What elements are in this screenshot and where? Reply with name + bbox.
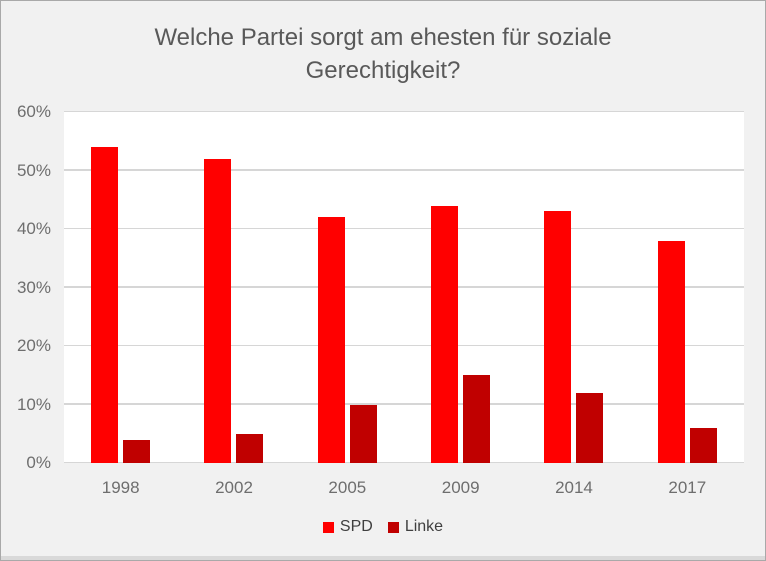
x-axis-label-1998: 1998 <box>101 478 140 497</box>
x-axis-label-2017: 2017 <box>668 478 707 497</box>
chart-title: Welche Partei sorgt am ehesten für sozia… <box>1 21 765 87</box>
y-axis-tick-label: 0% <box>26 453 51 472</box>
bar-group-2017 <box>631 112 744 463</box>
gridline <box>64 227 744 229</box>
bar-group-2005 <box>291 112 404 463</box>
gridline <box>64 344 744 346</box>
gridline <box>64 403 744 405</box>
gridline <box>64 286 744 288</box>
legend-item-spd: SPD <box>322 518 373 536</box>
bar-spd-2002 <box>204 158 232 463</box>
bar-group-2014 <box>517 112 630 463</box>
y-axis: 0% 10% 20% 30% 40% 50% 60% <box>1 102 51 472</box>
bar-spd-2009 <box>431 205 459 463</box>
bar-spd-1998 <box>91 147 119 463</box>
bar-group-2002 <box>177 112 290 463</box>
y-axis-tick-label: 10% <box>16 394 51 414</box>
legend-label: SPD <box>339 518 373 535</box>
bar-spd-2014 <box>544 211 572 463</box>
legend-item-linke: Linke <box>387 518 444 536</box>
bar-group-1998 <box>64 112 177 463</box>
bar-linke-1998 <box>123 439 151 463</box>
bar-spd-2005 <box>317 217 345 463</box>
bar-linke-2005 <box>349 404 377 463</box>
bar-spd-2017 <box>657 240 685 463</box>
plot-area <box>64 110 744 463</box>
gridline <box>64 169 744 171</box>
legend-swatch-linke <box>387 521 399 533</box>
legend-swatch-spd <box>322 521 334 533</box>
y-axis-tick-label: 40% <box>16 219 51 238</box>
bar-linke-2002 <box>236 433 264 463</box>
x-axis-label-2005: 2005 <box>328 478 367 497</box>
gridline <box>64 461 744 463</box>
bar-linke-2014 <box>576 392 604 463</box>
x-axis: 1998 2002 2005 2009 2014 2017 <box>64 463 744 498</box>
bar-groups <box>64 112 744 463</box>
y-axis-tick-label: 30% <box>16 277 51 297</box>
bar-linke-2009 <box>463 375 491 463</box>
chart-title-text: Welche Partei sorgt am ehesten für sozia… <box>154 24 612 84</box>
legend: SPD Linke <box>1 518 765 536</box>
y-axis-tick-label: 20% <box>16 336 51 355</box>
legend-label: Linke <box>404 518 444 535</box>
bar-group-2009 <box>404 112 517 463</box>
bar-linke-2017 <box>689 427 717 463</box>
gridline <box>64 110 744 112</box>
x-axis-label-2014: 2014 <box>555 478 593 497</box>
bottom-border-strip <box>1 556 765 560</box>
x-axis-label-2002: 2002 <box>215 478 253 497</box>
y-axis-tick-label: 60% <box>16 102 51 121</box>
x-axis-label-2009: 2009 <box>441 478 480 497</box>
y-axis-tick-label: 50% <box>16 160 51 180</box>
